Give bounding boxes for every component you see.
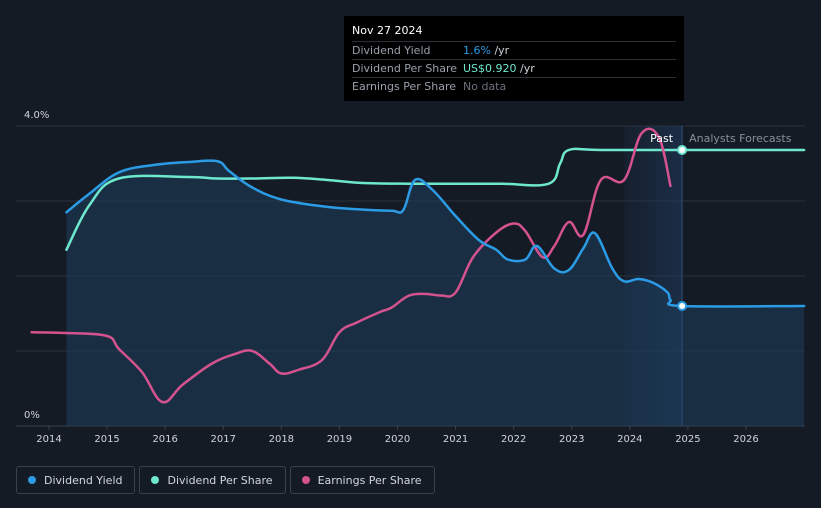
tooltip-unit: /yr — [516, 62, 535, 75]
legend-item-dividend-per-share[interactable]: Dividend Per Share — [139, 466, 286, 494]
tooltip-value: US$0.920 — [463, 62, 517, 75]
tooltip: Nov 27 2024 Dividend Yield 1.6% /yr Divi… — [344, 16, 684, 101]
x-tick-label: 2025 — [675, 434, 700, 445]
x-tick-label: 2024 — [617, 434, 642, 445]
x-tick-label: 2014 — [36, 434, 61, 445]
x-tick-label: 2016 — [152, 434, 177, 445]
tooltip-label: Earnings Per Share — [352, 80, 457, 93]
y-tick-label: 0% — [24, 410, 40, 421]
tooltip-date: Nov 27 2024 — [352, 24, 423, 37]
tooltip-row-dividend-yield: Dividend Yield 1.6% /yr — [352, 41, 676, 59]
today-marker — [677, 301, 688, 311]
tooltip-row-dividend-per-share: Dividend Per Share US$0.920 /yr — [352, 59, 676, 77]
x-tick-label: 2020 — [385, 434, 410, 445]
x-tick-label: 2019 — [327, 434, 352, 445]
past-label: Past — [650, 132, 674, 145]
x-tick-label: 2026 — [733, 434, 758, 445]
y-tick-label: 4.0% — [24, 110, 49, 121]
dividend-yield-line — [65, 159, 806, 308]
legend-label: Earnings Per Share — [317, 473, 422, 487]
legend-item-earnings-per-share[interactable]: Earnings Per Share — [289, 466, 435, 494]
x-tick-label: 2018 — [269, 434, 294, 445]
earnings-per-share-line — [30, 127, 672, 404]
tooltip-row-earnings-per-share: Earnings Per Share No data — [352, 77, 676, 95]
tooltip-value: No data — [463, 80, 507, 93]
legend-dot-icon — [151, 476, 160, 484]
legend-item-dividend-yield[interactable]: Dividend Yield — [16, 466, 136, 494]
x-tick-label: 2015 — [94, 434, 119, 445]
tooltip-label: Dividend Yield — [352, 44, 431, 57]
analysts-forecasts-label: Analysts Forecasts — [689, 132, 792, 145]
tooltip-unit: /yr — [490, 44, 510, 57]
today-marker — [677, 145, 688, 155]
tooltip-label: Dividend Per Share — [352, 62, 458, 75]
legend-dot-icon — [301, 476, 310, 484]
legend-dot-icon — [28, 476, 36, 484]
x-tick-label: 2023 — [559, 434, 584, 445]
legend-label: Dividend Yield — [44, 473, 123, 487]
x-tick-label: 2021 — [443, 434, 468, 445]
dividend-per-share-line — [65, 147, 806, 251]
tooltip-value: 1.6% — [463, 44, 491, 57]
legend-label: Dividend Per Share — [167, 473, 273, 487]
x-tick-label: 2022 — [501, 434, 526, 445]
legend: Dividend Yield Dividend Per Share Earnin… — [16, 466, 439, 494]
dividend-yield-area — [66, 160, 805, 427]
x-tick-label: 2017 — [211, 434, 236, 445]
